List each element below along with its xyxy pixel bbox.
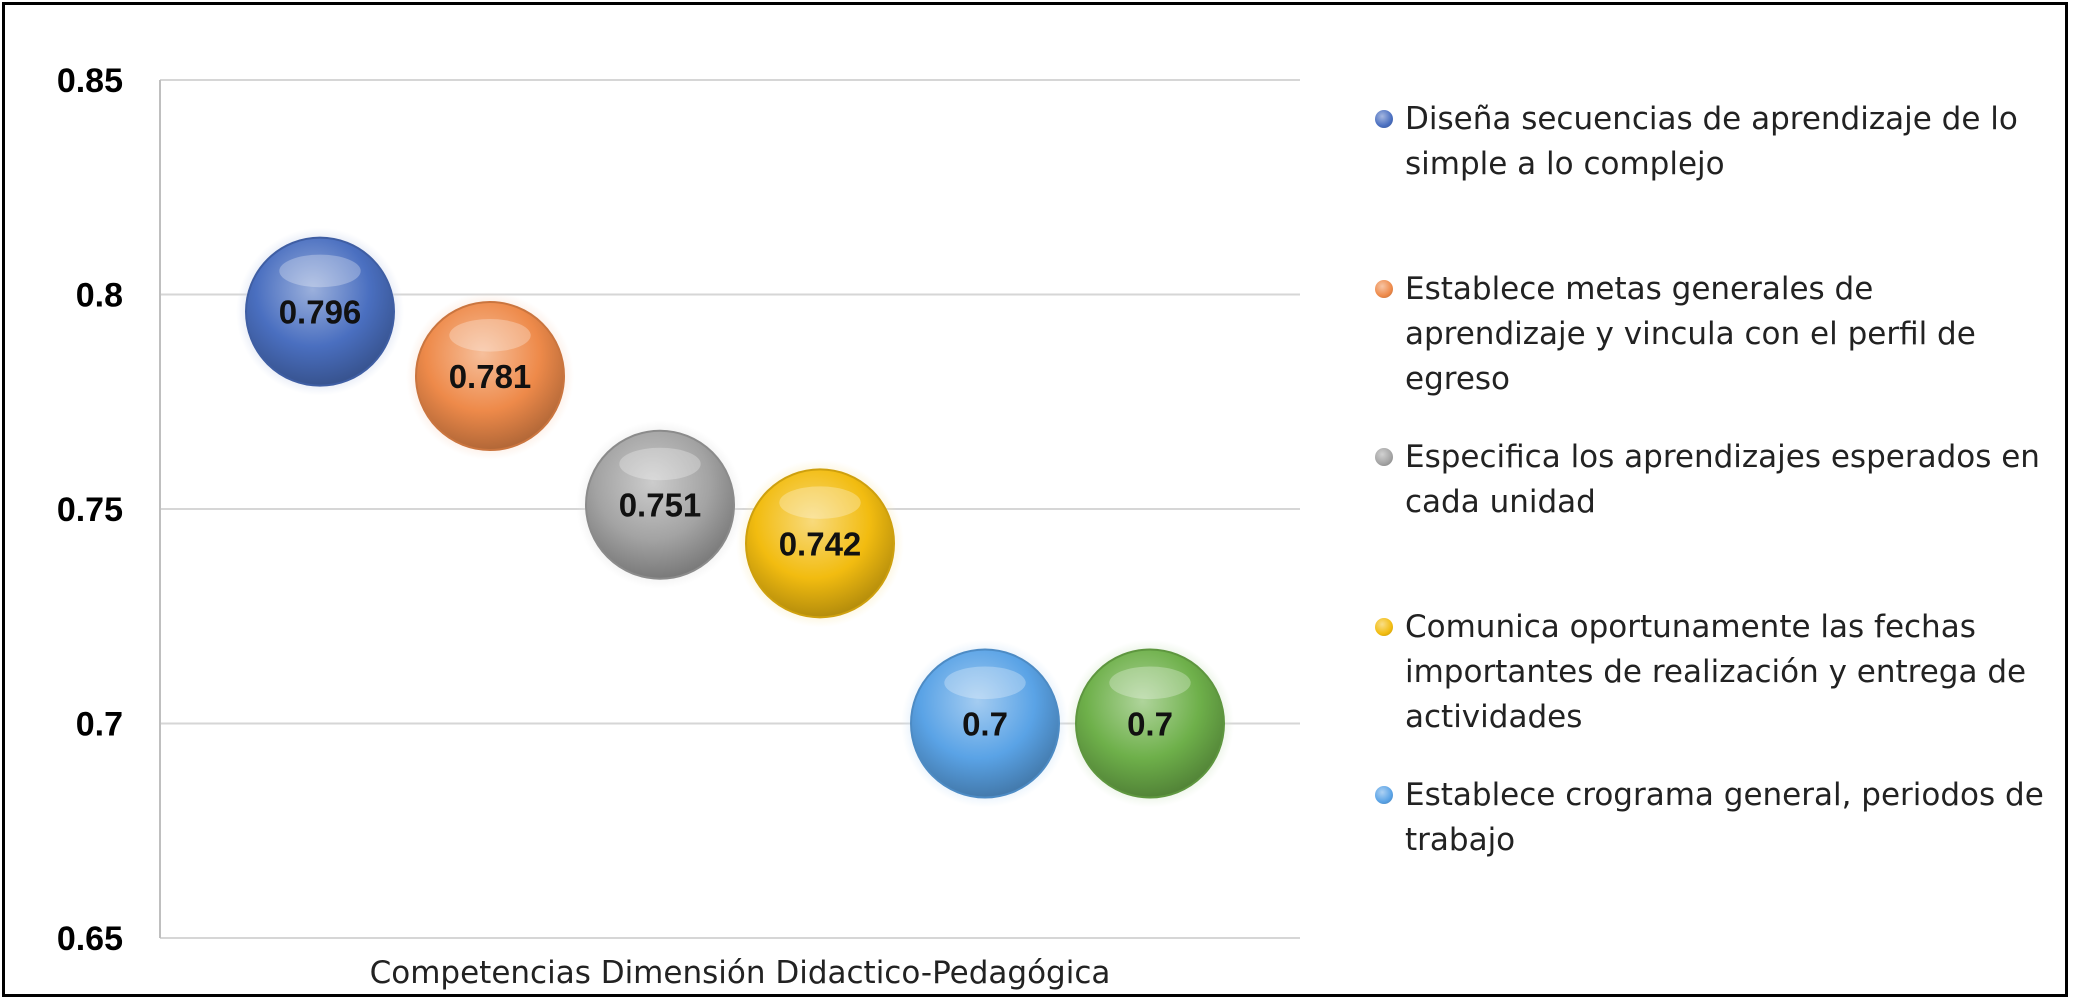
bubble-highlight bbox=[1109, 666, 1191, 700]
y-tick-label: 0.7 bbox=[76, 706, 123, 744]
data-label: 0.796 bbox=[279, 294, 362, 331]
bubble-marker bbox=[910, 648, 1060, 799]
legend-label: Establece metas generales de aprendizaje… bbox=[1405, 271, 1976, 397]
bubble-highlight bbox=[449, 319, 531, 352]
legend-label: Comunica oportunamente las fechas import… bbox=[1405, 609, 2027, 735]
bubble-point: 0.796 bbox=[236, 227, 404, 396]
y-tick-label: 0.65 bbox=[57, 920, 123, 958]
legend-label: Diseña secuencias de aprendizaje de lo s… bbox=[1405, 101, 2018, 182]
chart-plot: 0.850.80.750.70.65 0.7960.7810.7510.7420… bbox=[57, 62, 1300, 991]
bubble-point: 0.751 bbox=[576, 420, 744, 589]
data-label: 0.781 bbox=[449, 358, 532, 395]
legend-marker bbox=[1375, 786, 1393, 804]
bubble-marker bbox=[415, 301, 565, 452]
legend-marker bbox=[1375, 448, 1393, 466]
y-tick-label: 0.85 bbox=[57, 62, 123, 100]
bubble-highlight bbox=[619, 447, 701, 481]
bubble-point: 0.742 bbox=[736, 459, 904, 628]
data-label: 0.7 bbox=[1127, 706, 1173, 743]
bubbles: 0.796 0.781 0.751 0.742 0.7 0.7 bbox=[236, 227, 1234, 808]
bubble-point: 0.781 bbox=[406, 292, 574, 461]
y-tick-label: 0.75 bbox=[57, 491, 123, 529]
bubble-point: 0.7 bbox=[1066, 639, 1234, 808]
legend-label: Establece crograma general, periodos de … bbox=[1405, 777, 2044, 858]
bubble-highlight bbox=[279, 254, 361, 288]
legend-item: Especifica los aprendizajes esperados en… bbox=[1375, 435, 2045, 525]
legend-label: Especifica los aprendizajes esperados en… bbox=[1405, 439, 2040, 520]
data-label: 0.7 bbox=[962, 706, 1008, 743]
x-axis-label: Competencias Dimensión Didactico-Pedagóg… bbox=[370, 955, 1111, 991]
y-tick-label: 0.8 bbox=[76, 277, 123, 315]
bubble-marker bbox=[585, 429, 735, 580]
data-label: 0.751 bbox=[619, 487, 702, 524]
bubble-point: 0.7 bbox=[901, 639, 1069, 808]
legend-item: Establece metas generales de aprendizaje… bbox=[1375, 267, 2045, 402]
data-label: 0.742 bbox=[779, 525, 862, 562]
legend-item: Diseña secuencias de aprendizaje de lo s… bbox=[1375, 97, 2045, 187]
bubble-marker bbox=[1075, 648, 1225, 799]
bubble-marker bbox=[745, 468, 895, 619]
legend-marker bbox=[1375, 618, 1393, 636]
y-axis: 0.85 0.8 0.75 0.7 0.65 bbox=[57, 62, 123, 958]
legend-marker bbox=[1375, 280, 1393, 298]
legend-item: Establece crograma general, periodos de … bbox=[1375, 773, 2045, 863]
bubble-marker bbox=[245, 236, 395, 387]
legend-marker bbox=[1375, 110, 1393, 128]
bubble-highlight bbox=[944, 666, 1026, 700]
bubble-highlight bbox=[779, 486, 861, 519]
legend-item: Comunica oportunamente las fechas import… bbox=[1375, 605, 2045, 740]
